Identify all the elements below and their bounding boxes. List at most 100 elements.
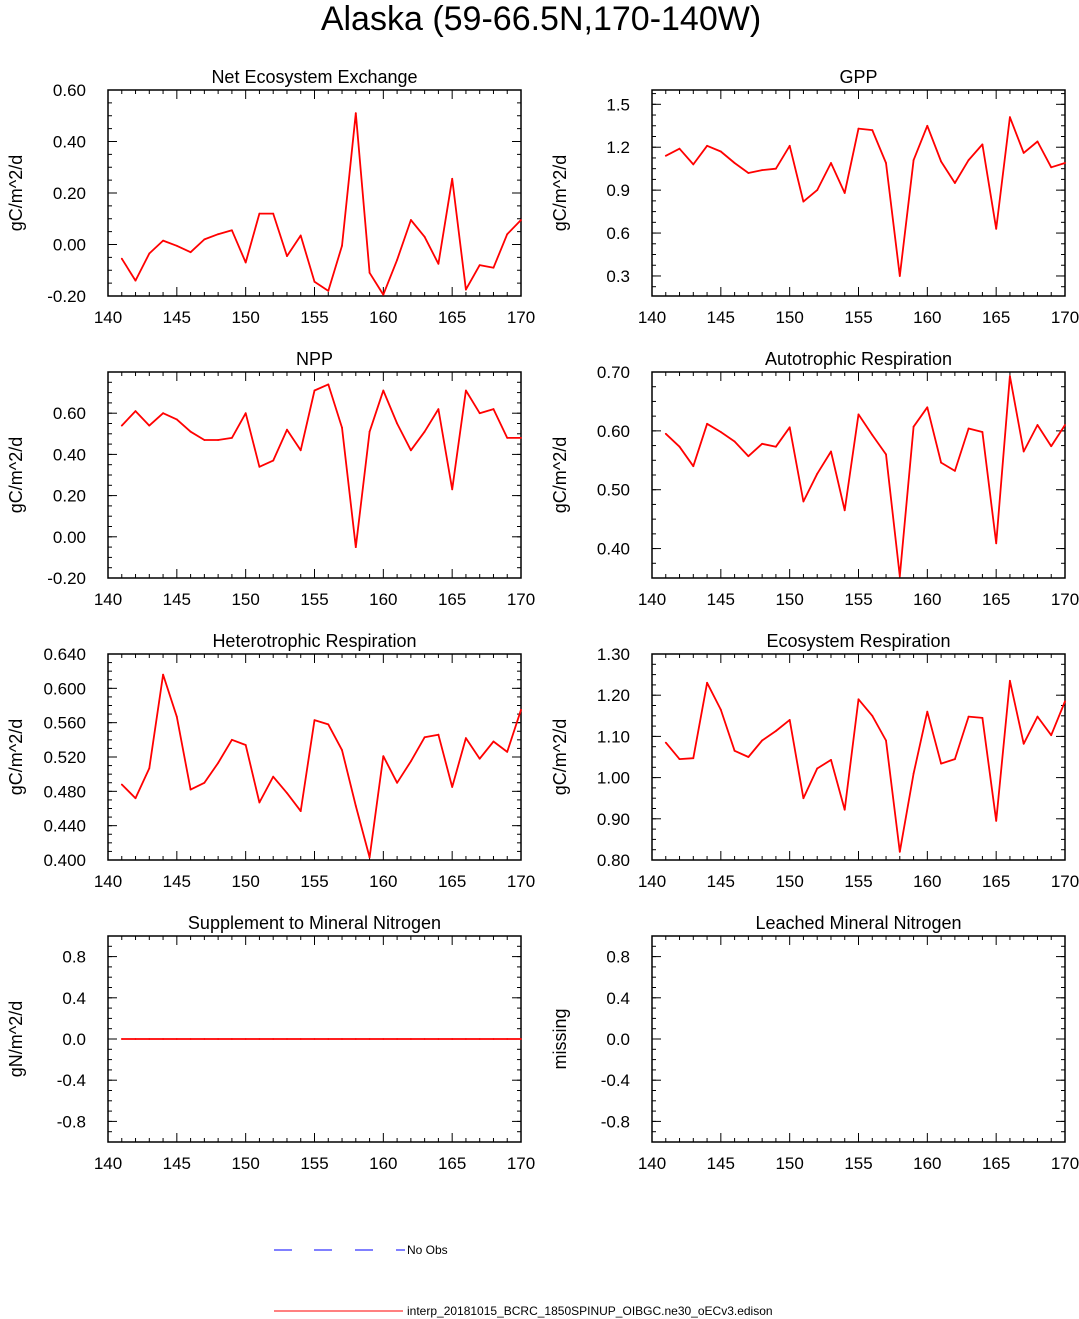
data-point xyxy=(368,856,371,859)
data-point xyxy=(175,244,178,247)
panel-title: Supplement to Mineral Nitrogen xyxy=(188,913,441,933)
data-point xyxy=(506,1038,509,1040)
x-tick-label: 140 xyxy=(638,590,666,609)
plot-frame xyxy=(651,89,1066,297)
data-point xyxy=(1050,445,1053,448)
x-tick-label: 145 xyxy=(163,590,191,609)
data-point xyxy=(981,143,984,146)
data-point xyxy=(719,150,722,153)
y-tick-label: 0.40 xyxy=(53,133,86,152)
data-point xyxy=(492,1038,495,1040)
y-tick-label: 0.400 xyxy=(43,851,86,870)
panel-title: Leached Mineral Nitrogen xyxy=(755,913,961,933)
x-tick-label: 170 xyxy=(507,872,535,891)
data-point xyxy=(203,1038,206,1040)
data-point xyxy=(244,261,247,264)
x-tick-label: 145 xyxy=(707,590,735,609)
data-point xyxy=(231,437,233,439)
data-point xyxy=(857,413,860,416)
data-point xyxy=(423,1038,426,1040)
x-tick-label: 150 xyxy=(775,308,803,327)
x-tick-label: 155 xyxy=(844,308,872,327)
y-axis-label: gN/m^2/d xyxy=(6,1001,26,1077)
data-point xyxy=(451,177,454,180)
data-point xyxy=(506,751,509,753)
x-tick-label: 155 xyxy=(300,872,328,891)
data-point xyxy=(885,162,887,164)
data-point xyxy=(258,465,261,468)
data-point xyxy=(1022,742,1025,745)
y-tick-label: 0.80 xyxy=(597,851,630,870)
data-point xyxy=(492,266,495,269)
x-tick-label: 165 xyxy=(982,1154,1010,1173)
data-point xyxy=(410,219,412,221)
y-tick-label: 0.600 xyxy=(43,679,86,698)
data-point xyxy=(451,786,454,788)
y-tick-label: 0.70 xyxy=(597,363,630,382)
data-point xyxy=(954,470,956,472)
data-point xyxy=(175,1038,178,1040)
data-point xyxy=(678,445,681,448)
y-tick-label: 0.520 xyxy=(43,748,86,767)
x-tick-label: 160 xyxy=(369,872,397,891)
legend-obs-label: No Obs xyxy=(407,1243,448,1257)
data-point xyxy=(313,719,316,721)
x-tick-label: 165 xyxy=(438,1154,466,1173)
y-tick-label: 1.10 xyxy=(597,727,630,746)
y-tick-label: 0.40 xyxy=(53,445,86,464)
x-tick-label: 170 xyxy=(507,1154,535,1173)
data-point xyxy=(465,389,467,392)
series-line xyxy=(121,112,522,296)
data-point xyxy=(354,805,357,807)
x-tick-label: 155 xyxy=(844,590,872,609)
x-tick-label: 165 xyxy=(982,590,1010,609)
x-tick-label: 140 xyxy=(638,872,666,891)
data-point xyxy=(1050,734,1053,737)
data-point xyxy=(1036,715,1039,718)
data-point xyxy=(926,406,929,409)
x-tick-label: 170 xyxy=(1051,872,1079,891)
y-tick-label: -0.8 xyxy=(57,1112,86,1131)
data-point xyxy=(272,775,275,778)
data-point xyxy=(1050,166,1053,169)
data-point xyxy=(995,227,998,230)
x-tick-label: 140 xyxy=(94,308,122,327)
x-tick-label: 150 xyxy=(231,1154,259,1173)
x-tick-label: 160 xyxy=(913,1154,941,1173)
data-point xyxy=(940,160,942,163)
legend-model-label: interp_20181015_BCRC_1850SPINUP_OIBGC.ne… xyxy=(407,1304,773,1318)
data-point xyxy=(871,129,874,132)
data-point xyxy=(217,762,220,764)
data-point xyxy=(134,797,137,800)
x-tick-label: 150 xyxy=(775,590,803,609)
x-tick-label: 145 xyxy=(163,308,191,327)
y-tick-label: 0.4 xyxy=(62,989,86,1008)
data-point xyxy=(396,1038,398,1040)
data-point xyxy=(313,1038,316,1040)
y-axis-label: gC/m^2/d xyxy=(550,155,570,231)
data-point xyxy=(843,808,846,811)
data-point xyxy=(423,235,426,238)
data-point xyxy=(120,783,123,786)
y-tick-label: 0.90 xyxy=(597,810,630,829)
data-point xyxy=(437,262,440,265)
data-point xyxy=(830,162,832,164)
data-point xyxy=(203,439,206,441)
x-tick-label: 150 xyxy=(231,590,259,609)
y-tick-label: 1.00 xyxy=(597,769,630,788)
x-tick-label: 170 xyxy=(507,308,535,327)
data-point xyxy=(981,717,984,719)
data-point xyxy=(719,431,722,433)
data-point xyxy=(816,472,819,475)
data-point xyxy=(706,681,708,684)
y-tick-label: 0.20 xyxy=(53,184,86,203)
data-point xyxy=(843,509,846,512)
data-point xyxy=(437,733,440,736)
x-tick-label: 160 xyxy=(369,1154,397,1173)
y-tick-label: 0.00 xyxy=(53,528,86,547)
data-point xyxy=(747,172,750,174)
y-tick-label: 1.20 xyxy=(597,686,630,705)
plot-frame xyxy=(651,371,1066,579)
data-point xyxy=(898,575,901,578)
data-point xyxy=(354,546,357,548)
